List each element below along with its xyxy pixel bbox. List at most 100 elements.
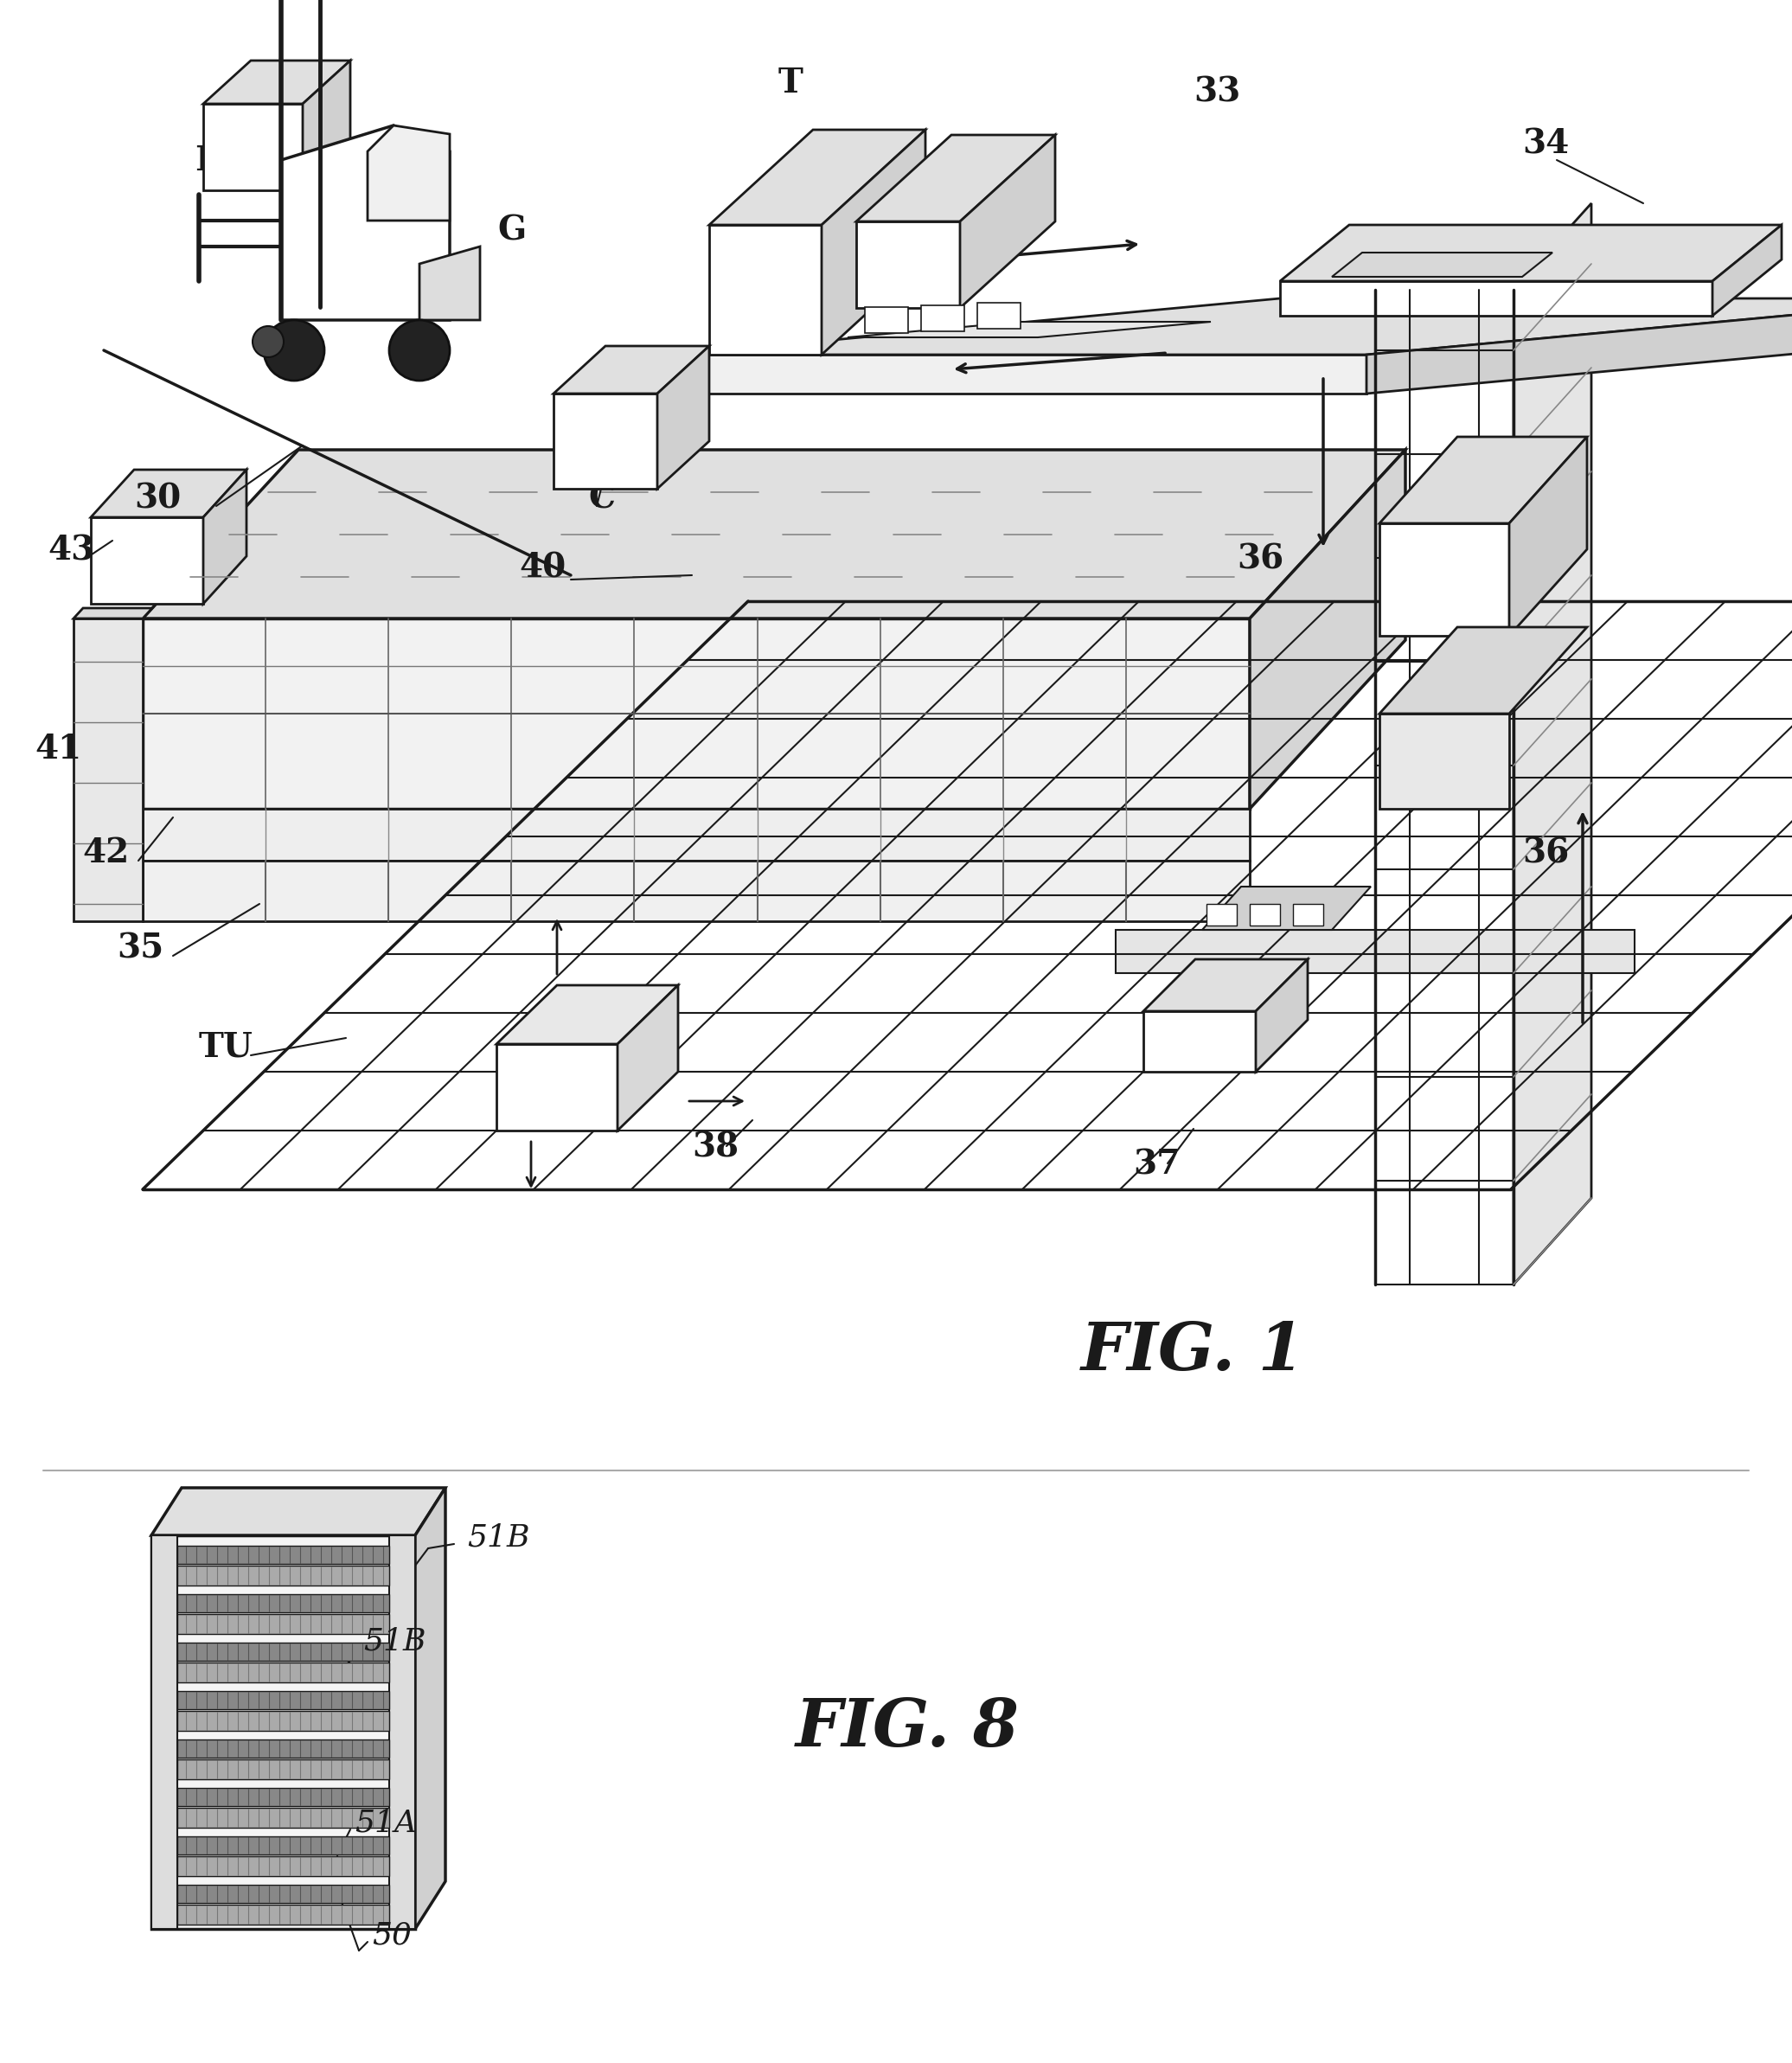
Polygon shape (857, 221, 961, 307)
Polygon shape (143, 860, 1249, 922)
Polygon shape (674, 355, 1367, 394)
Polygon shape (1713, 225, 1781, 316)
Polygon shape (1256, 959, 1308, 1071)
Polygon shape (389, 1535, 416, 1929)
Polygon shape (1294, 904, 1322, 926)
Polygon shape (1380, 714, 1509, 809)
Polygon shape (177, 1739, 389, 1758)
Polygon shape (202, 103, 303, 190)
Polygon shape (554, 394, 658, 489)
Polygon shape (177, 1642, 389, 1661)
Text: 37: 37 (1133, 1147, 1179, 1180)
Polygon shape (177, 1789, 389, 1805)
Polygon shape (202, 60, 349, 103)
Polygon shape (143, 619, 1249, 809)
Polygon shape (416, 1487, 446, 1929)
Polygon shape (177, 1904, 389, 1925)
Polygon shape (496, 1044, 618, 1131)
Polygon shape (143, 450, 1405, 619)
Polygon shape (866, 307, 909, 332)
Text: TU: TU (199, 1032, 253, 1065)
Circle shape (389, 320, 450, 380)
Polygon shape (1143, 959, 1308, 1011)
Polygon shape (177, 1807, 389, 1828)
Polygon shape (177, 1595, 389, 1611)
Polygon shape (710, 225, 821, 355)
Text: 42: 42 (82, 836, 129, 869)
Polygon shape (554, 347, 710, 394)
Polygon shape (73, 619, 143, 922)
Text: 33: 33 (1193, 74, 1240, 107)
Polygon shape (177, 1545, 389, 1564)
Polygon shape (848, 322, 1211, 338)
Polygon shape (1514, 204, 1591, 1285)
Polygon shape (143, 809, 1249, 860)
Polygon shape (202, 470, 247, 604)
Circle shape (263, 320, 324, 380)
Text: T: T (778, 66, 803, 99)
Text: 38: 38 (692, 1131, 738, 1164)
Text: 43: 43 (48, 534, 95, 567)
Polygon shape (1116, 930, 1634, 974)
Polygon shape (177, 1886, 389, 1902)
Polygon shape (1509, 437, 1588, 635)
Polygon shape (1206, 904, 1236, 926)
Polygon shape (1331, 252, 1552, 276)
Polygon shape (419, 245, 480, 320)
Polygon shape (177, 1857, 389, 1875)
Polygon shape (1279, 225, 1781, 281)
Polygon shape (177, 1760, 389, 1778)
Text: F: F (195, 144, 219, 177)
Polygon shape (177, 1692, 389, 1708)
Polygon shape (1380, 627, 1588, 714)
Polygon shape (710, 130, 925, 225)
Polygon shape (367, 126, 450, 221)
Polygon shape (1380, 524, 1509, 635)
Text: 40: 40 (520, 551, 566, 584)
Polygon shape (921, 305, 964, 332)
Polygon shape (73, 609, 152, 619)
Text: 36: 36 (1236, 543, 1283, 576)
Text: 51B: 51B (364, 1628, 426, 1657)
Polygon shape (496, 986, 677, 1044)
Text: FIG. 1: FIG. 1 (1081, 1320, 1305, 1384)
Polygon shape (177, 1566, 389, 1586)
Text: 35: 35 (116, 932, 163, 965)
Polygon shape (977, 303, 1020, 328)
Text: 41: 41 (34, 732, 81, 765)
Polygon shape (1380, 437, 1588, 524)
Polygon shape (618, 986, 677, 1131)
Polygon shape (151, 1487, 446, 1535)
Polygon shape (658, 347, 710, 489)
Text: C: C (588, 483, 615, 514)
Polygon shape (857, 134, 1055, 221)
Polygon shape (1143, 1011, 1256, 1071)
Polygon shape (151, 1535, 416, 1929)
Text: 51B: 51B (468, 1522, 530, 1553)
Text: G: G (498, 215, 527, 245)
Text: 36: 36 (1521, 836, 1570, 869)
Polygon shape (177, 1836, 389, 1855)
Polygon shape (281, 126, 450, 320)
Text: FIG. 8: FIG. 8 (796, 1696, 1020, 1760)
Polygon shape (151, 1535, 177, 1929)
Text: 50: 50 (373, 1921, 412, 1950)
Circle shape (253, 326, 283, 357)
Polygon shape (821, 130, 925, 355)
Polygon shape (303, 60, 349, 190)
Polygon shape (1249, 904, 1279, 926)
Polygon shape (1202, 887, 1371, 930)
Polygon shape (674, 299, 1792, 355)
Polygon shape (177, 1663, 389, 1683)
Polygon shape (1249, 450, 1405, 809)
Text: 34: 34 (1521, 128, 1570, 161)
Text: 32: 32 (658, 413, 704, 446)
Polygon shape (1279, 281, 1713, 316)
Polygon shape (177, 1710, 389, 1731)
Polygon shape (91, 470, 247, 518)
Text: 51A: 51A (355, 1809, 418, 1838)
Polygon shape (961, 134, 1055, 307)
Polygon shape (91, 518, 202, 604)
Polygon shape (177, 1613, 389, 1634)
Polygon shape (1367, 299, 1792, 394)
